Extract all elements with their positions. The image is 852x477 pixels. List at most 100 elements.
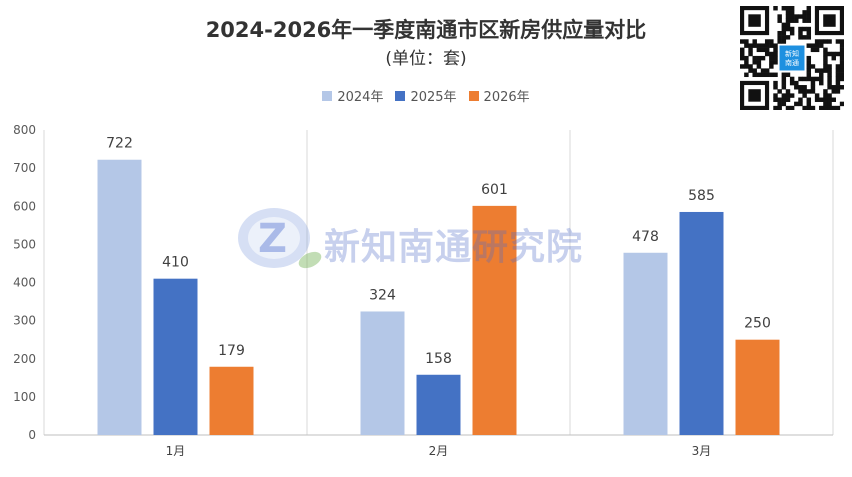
qr-module xyxy=(806,105,812,110)
qr-module xyxy=(835,68,841,73)
legend-label-2025: 2025年 xyxy=(410,90,457,105)
legend-swatch-2026 xyxy=(468,90,479,101)
qr-module xyxy=(748,47,753,53)
qr-module xyxy=(744,60,749,65)
qr-module xyxy=(835,39,841,44)
bar xyxy=(209,366,254,435)
qr-module xyxy=(827,101,832,107)
qr-module xyxy=(789,10,795,15)
qr-module xyxy=(827,39,832,44)
qr-module xyxy=(819,72,824,78)
qr-module xyxy=(806,10,812,15)
qr-module xyxy=(823,68,828,73)
qr-module xyxy=(806,18,812,23)
qr-module xyxy=(823,105,828,110)
qr-module xyxy=(835,72,841,78)
qr-module xyxy=(827,64,832,69)
qr-module xyxy=(781,76,787,82)
data-label: 179 xyxy=(218,343,245,359)
qr-module xyxy=(794,80,799,86)
qr-module xyxy=(769,55,774,61)
qr-module xyxy=(839,68,844,73)
qr-module xyxy=(814,39,820,44)
qr-module xyxy=(798,89,803,94)
qr-module xyxy=(814,76,820,82)
qr-module xyxy=(760,55,766,61)
qr-module xyxy=(785,97,791,102)
qr-module xyxy=(752,43,757,48)
svg-text:Z: Z xyxy=(258,216,287,262)
qr-module xyxy=(814,97,820,102)
legend-swatch-2024 xyxy=(322,90,333,101)
qr-module xyxy=(773,105,778,110)
qr-module xyxy=(764,72,770,78)
qr-module xyxy=(785,22,791,28)
qr-module xyxy=(802,10,807,15)
bar xyxy=(735,339,780,435)
data-label: 478 xyxy=(632,229,659,245)
qr-module xyxy=(781,35,787,40)
qr-center-text: 南通 xyxy=(785,58,799,67)
qr-module xyxy=(748,68,753,73)
qr-module xyxy=(752,60,757,65)
qr-module xyxy=(802,26,807,32)
qr-module xyxy=(764,43,770,48)
qr-module xyxy=(794,18,799,23)
qr-module xyxy=(819,97,824,102)
qr-module xyxy=(806,89,812,94)
qr-module xyxy=(835,64,841,69)
qr-module xyxy=(777,97,782,102)
qr-module xyxy=(789,6,795,11)
qr-module xyxy=(831,97,836,102)
qr-module xyxy=(777,89,782,94)
qr-module xyxy=(760,47,766,53)
legend-label-2024: 2024年 xyxy=(337,90,384,105)
qr-module xyxy=(740,51,745,57)
qr-center-text: 新知 xyxy=(785,49,799,58)
qr-module xyxy=(777,18,782,23)
qr-finder-core xyxy=(748,89,761,102)
qr-module xyxy=(794,101,799,107)
qr-finder-core xyxy=(748,14,761,27)
qr-module xyxy=(814,93,820,98)
qr-module xyxy=(835,89,841,94)
data-label: 158 xyxy=(425,351,452,367)
legend-swatch-2025 xyxy=(395,90,406,101)
qr-module xyxy=(785,72,791,78)
qr-module xyxy=(827,51,832,57)
qr-module xyxy=(789,30,795,36)
qr-module xyxy=(777,14,782,19)
qr-module xyxy=(839,85,844,90)
qr-module xyxy=(781,97,787,102)
qr-module xyxy=(798,85,803,90)
qr-module xyxy=(823,55,828,61)
data-label: 410 xyxy=(162,255,189,271)
y-tick-label: 200 xyxy=(13,352,36,366)
qr-module xyxy=(806,97,812,102)
qr-module xyxy=(802,105,807,110)
qr-module xyxy=(827,97,832,102)
qr-module xyxy=(806,26,812,32)
qr-module xyxy=(773,97,778,102)
qr-module xyxy=(777,30,782,36)
qr-module xyxy=(756,64,762,69)
qr-module xyxy=(802,89,807,94)
qr-module xyxy=(781,85,787,90)
qr-module xyxy=(773,55,778,61)
y-tick-label: 100 xyxy=(13,390,36,404)
qr-module xyxy=(819,39,824,44)
bar xyxy=(360,311,405,435)
qr-module xyxy=(802,35,807,40)
qr-module xyxy=(823,39,828,44)
qr-module xyxy=(769,39,774,44)
qr-module xyxy=(764,47,770,53)
qr-module xyxy=(835,51,841,57)
qr-module xyxy=(781,101,787,107)
qr-module xyxy=(773,6,778,11)
legend-item-2024: 2024年 xyxy=(322,86,383,105)
chart-title: 2024-2026年一季度南通市区新房供应量对比 xyxy=(205,18,647,42)
qr-module xyxy=(781,80,787,86)
qr-module xyxy=(806,76,812,82)
qr-module xyxy=(819,80,824,86)
y-tick-label: 600 xyxy=(13,199,36,213)
